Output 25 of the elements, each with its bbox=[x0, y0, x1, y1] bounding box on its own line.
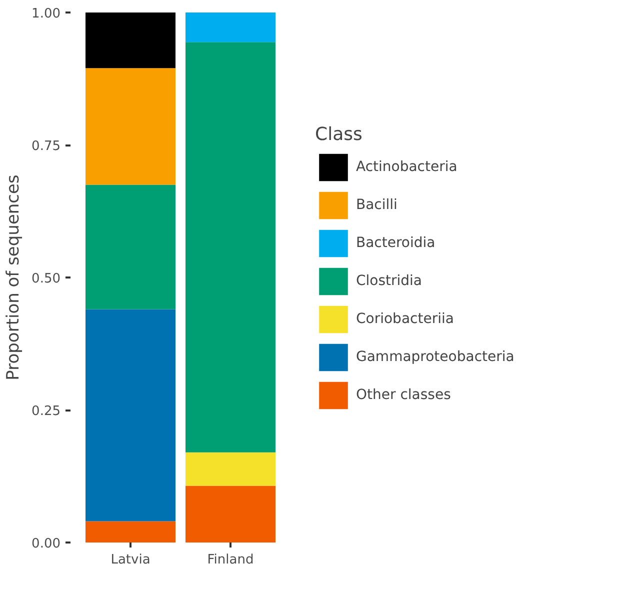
y-tick-label: 0.25 bbox=[32, 404, 61, 419]
y-tick-label: 0.50 bbox=[32, 272, 61, 286]
bar bbox=[186, 42, 276, 452]
bar bbox=[86, 12, 176, 68]
bar bbox=[86, 309, 176, 522]
y-axis-title: Proportion of sequences bbox=[4, 174, 24, 380]
y-tick-label: 0.75 bbox=[32, 139, 61, 154]
legend-label: Actinobacteria bbox=[356, 159, 458, 175]
legend-label: Gammaproteobacteria bbox=[356, 349, 514, 365]
bar bbox=[86, 184, 176, 310]
bar bbox=[186, 452, 276, 486]
x-tick-label: Finland bbox=[207, 552, 254, 568]
legend-label: Bacteroidia bbox=[356, 235, 436, 251]
legend-label: Coriobacteriia bbox=[356, 311, 454, 327]
bar bbox=[186, 12, 276, 42]
x-tick-label: Latvia bbox=[110, 552, 150, 568]
bar bbox=[86, 521, 176, 542]
legend-title: Class bbox=[315, 124, 364, 145]
bar bbox=[186, 486, 276, 542]
legend-label: Clostridia bbox=[356, 273, 422, 289]
y-tick-label: 1.00 bbox=[32, 6, 61, 22]
legend-label: Bacilli bbox=[356, 197, 398, 213]
y-tick-label: 0.00 bbox=[32, 536, 61, 552]
bar bbox=[86, 68, 176, 185]
legend-label: Other classes bbox=[356, 387, 451, 403]
